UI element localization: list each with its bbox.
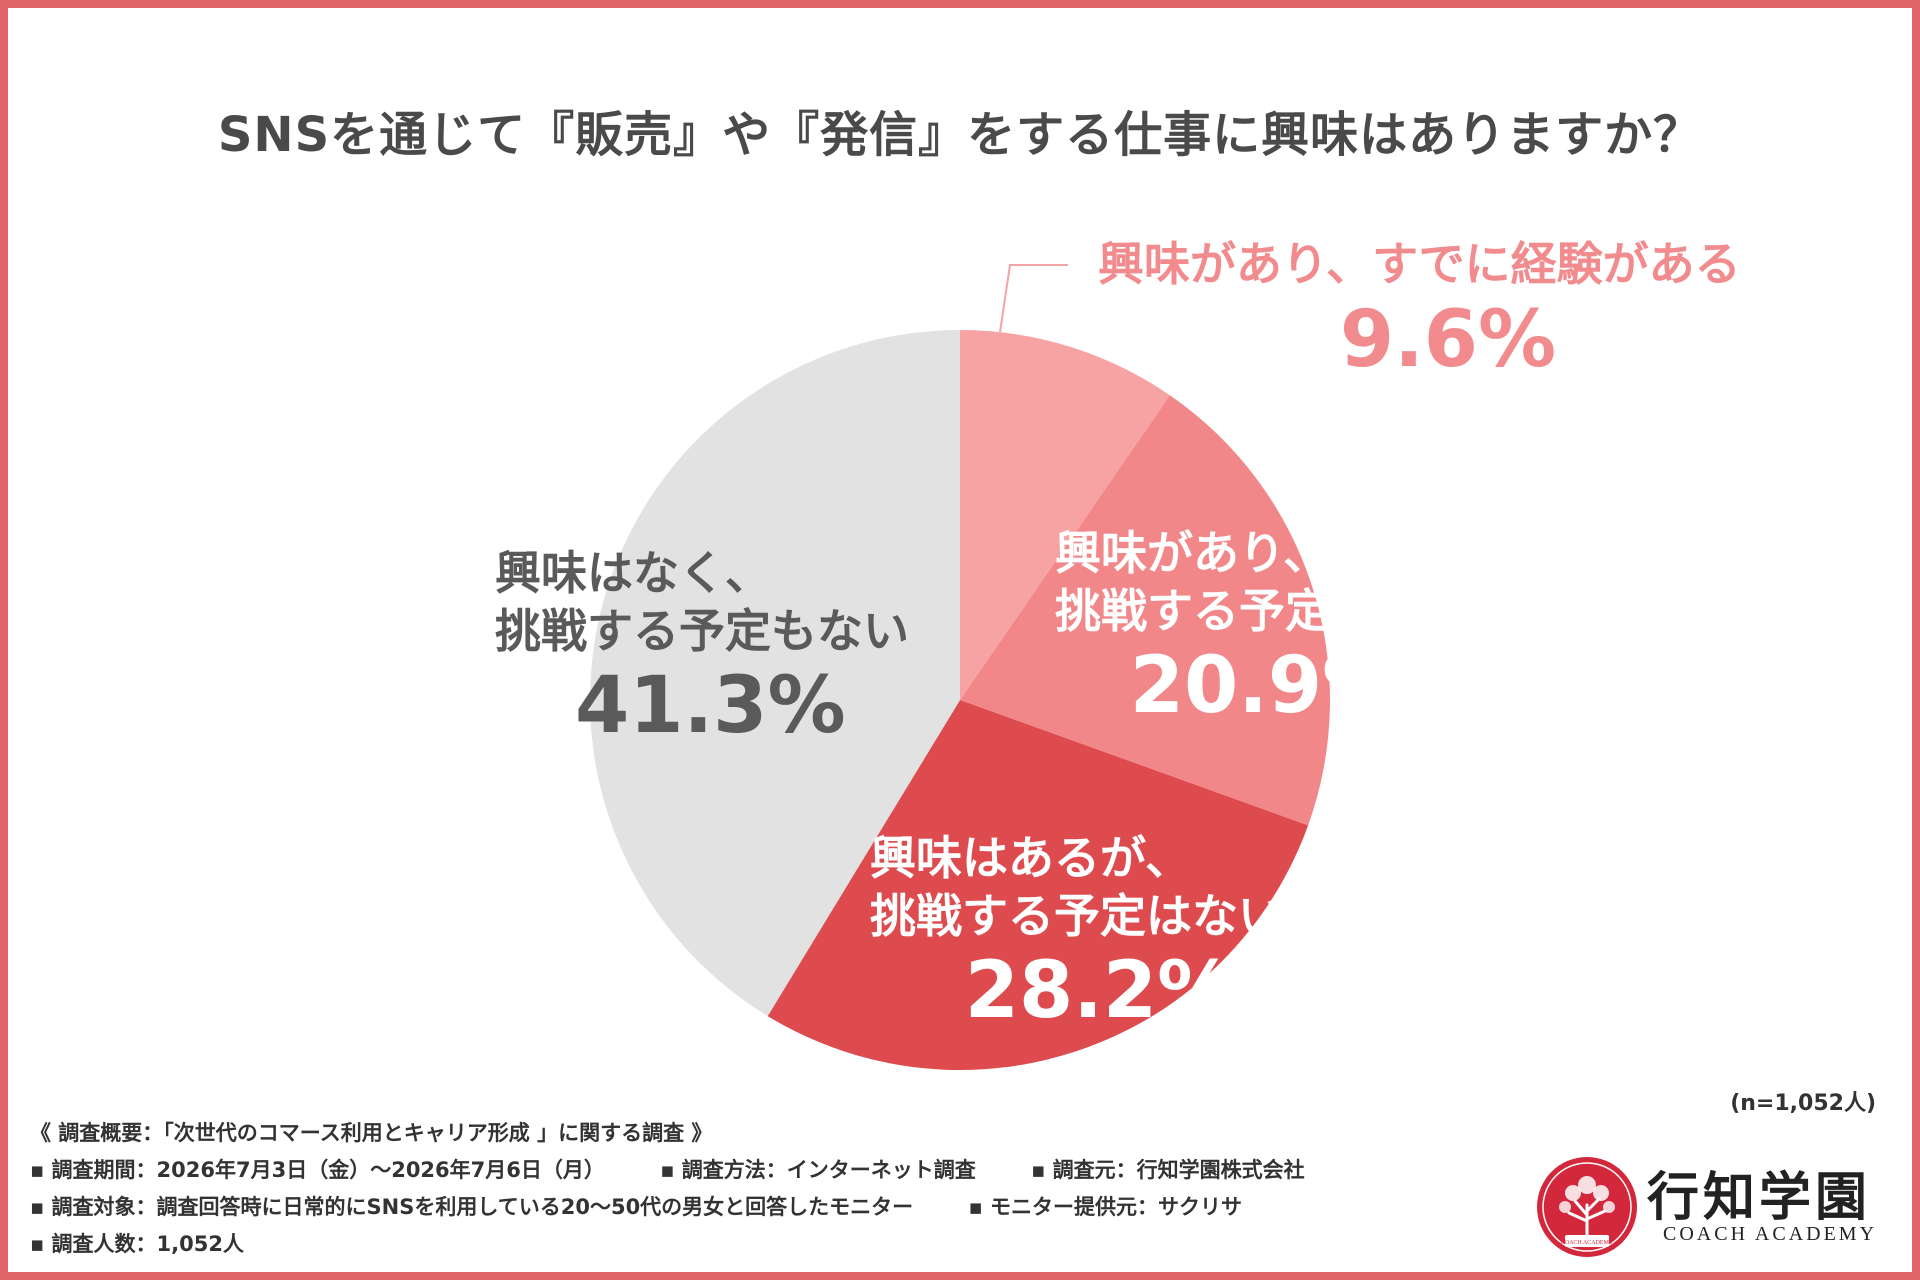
survey-row-2: ▪ 調査対象：調査回答時に日常的にSNSを利用している20～50代の男女と回答し… (30, 1189, 1305, 1226)
company-logo: COACH ACADEMY 行知学園 COACH ACADEMY (1535, 1155, 1895, 1265)
pie-slice-2 (960, 395, 1331, 826)
survey-row-1: ▪ 調査期間：2026年7月3日（金）～2026年7月6日（月） ▪ 調査方法：… (30, 1152, 1305, 1189)
slice-label-2: 興味があり、 挑戦する予定がある 20.9% (1055, 525, 1475, 734)
slice-label-3: 興味はあるが、 挑戦する予定はない 28.2% (870, 830, 1330, 1039)
slice-3-text-line2: 挑戦する予定はない (870, 888, 1284, 943)
survey-count: ▪ 調査人数：1,052人 (30, 1232, 244, 1256)
logo-name-jp: 行知学園 (1647, 1167, 1872, 1228)
survey-summary: 《 調査概要：「次世代のコマース利用とキャリア形成 」に関する調査 》 (30, 1121, 713, 1145)
slice-4-value: 41.3% (575, 661, 846, 751)
slice-label-1: 興味があり、すでに経験がある 9.6% (1098, 236, 1798, 387)
slice-4-text-line1: 興味はなく、 (495, 546, 771, 600)
emblem-text: COACH ACADEMY (1561, 1240, 1614, 1246)
pie-slice-4 (590, 330, 960, 1017)
pie-slice-1 (960, 330, 1170, 700)
slice-label-4: 興味はなく、 挑戦する予定もない 41.3% (495, 545, 975, 754)
survey-source: ▪ 調査元：行知学園株式会社 (1031, 1158, 1305, 1182)
slice-3-text-line1: 興味はあるが、 (870, 831, 1192, 885)
sample-size-note: (n=1,052人) (1730, 1091, 1876, 1116)
slice-2-text-line1: 興味があり、 (1055, 526, 1330, 580)
survey-period: ▪ 調査期間：2026年7月3日（金）～2026年7月6日（月） (30, 1158, 605, 1182)
tree-emblem-icon: COACH ACADEMY (1537, 1157, 1637, 1257)
pie-slice-3 (767, 700, 1309, 1070)
survey-target: ▪ 調査対象：調査回答時に日常的にSNSを利用している20～50代の男女と回答し… (30, 1195, 914, 1219)
slice-1-text: 興味があり、すでに経験がある (1098, 237, 1741, 291)
survey-provider: ▪ モニター提供元：サクリサ (968, 1195, 1243, 1219)
logo-name-en: COACH ACADEMY (1663, 1223, 1878, 1245)
slice-1-value: 9.6% (1339, 294, 1557, 385)
survey-method: ▪ 調査方法：インターネット調査 (660, 1158, 976, 1182)
slice-4-text-line2: 挑戦する予定もない (495, 603, 909, 658)
slice-2-text-line2: 挑戦する予定がある (1055, 583, 1469, 638)
leader-line-slice-1 (999, 264, 1068, 333)
slice-2-value: 20.9% (1129, 641, 1401, 731)
slice-3-value: 28.2% (964, 946, 1236, 1036)
chart-title: SNSを通じて『販売』や『発信』をする仕事に興味はありますか？ (217, 107, 1703, 163)
survey-notes: 《 調査概要：「次世代のコマース利用とキャリア形成 」に関する調査 》 ▪ 調査… (30, 1115, 1305, 1263)
